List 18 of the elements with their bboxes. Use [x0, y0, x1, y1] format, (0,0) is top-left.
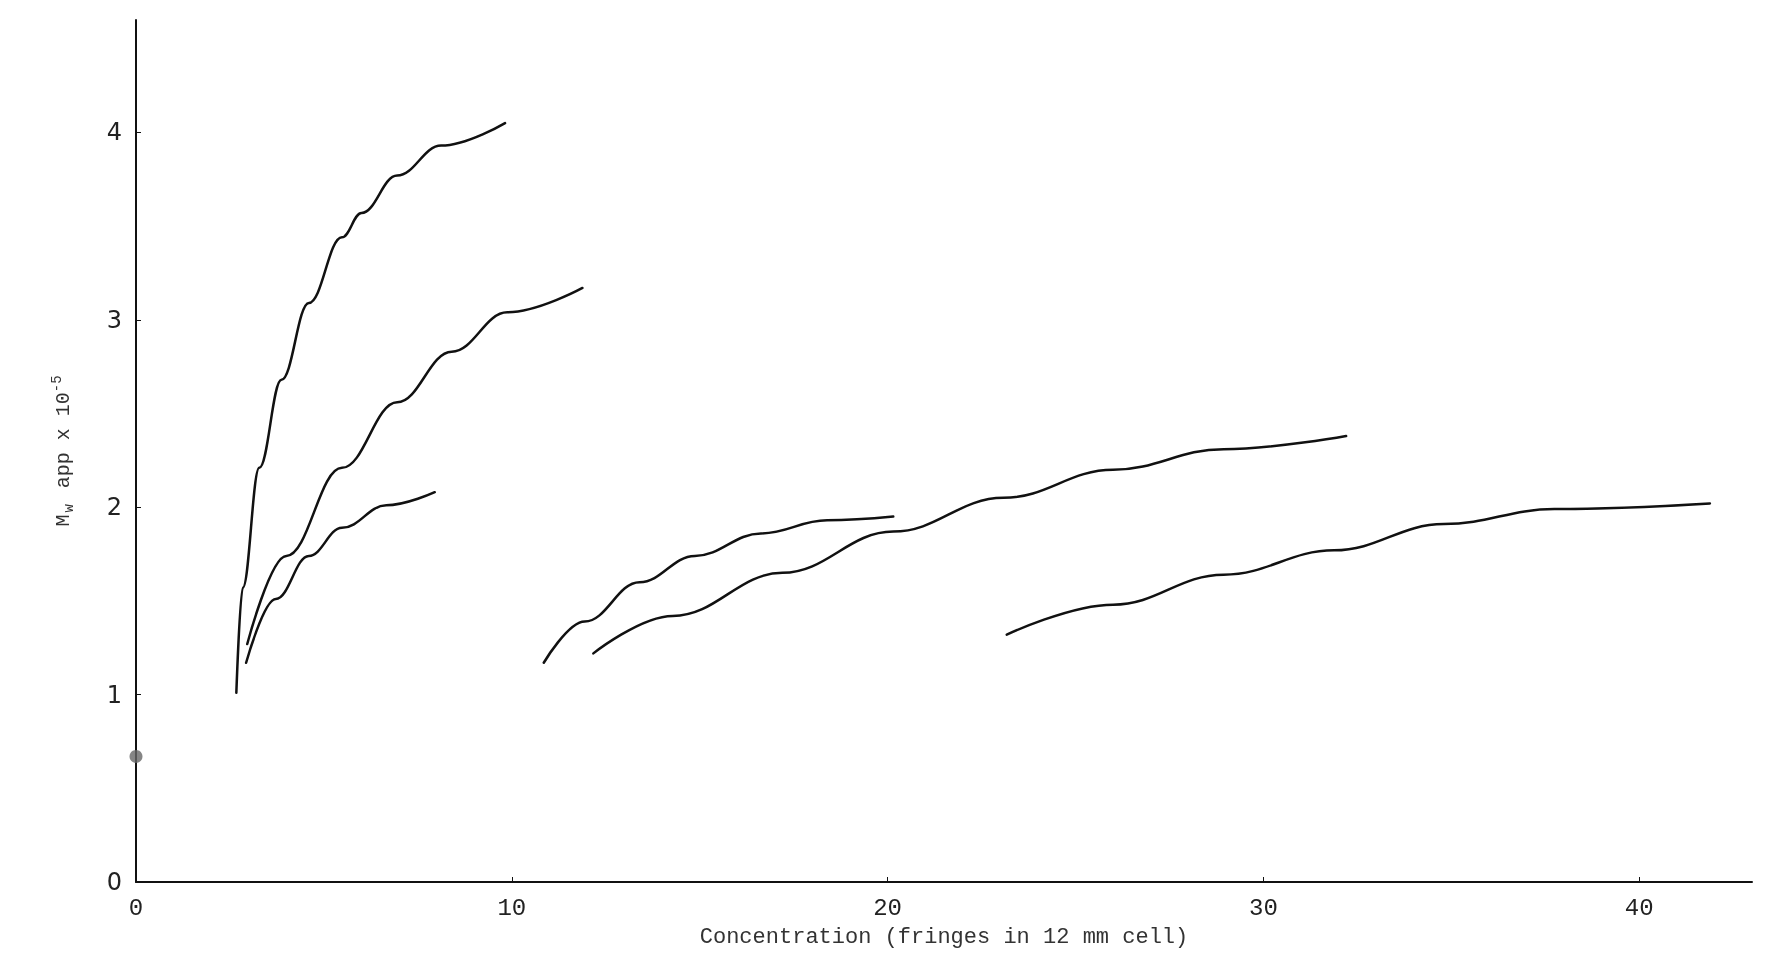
- x-tick-label: 40: [1624, 894, 1654, 922]
- x-axis-title: Concentration (fringes in 12 mm cell): [699, 924, 1189, 950]
- x-tick-label: 20: [873, 894, 903, 922]
- line-series: [1005, 502, 1712, 636]
- line-series: [245, 286, 584, 646]
- x-tick-label: 0: [128, 894, 144, 922]
- y-tick-label: 0: [106, 868, 122, 896]
- x-tick-label: 10: [497, 894, 527, 922]
- line-series: [592, 434, 1348, 655]
- line-series: [235, 121, 507, 694]
- y-axis-title: Mw app x 10-5: [49, 375, 77, 527]
- y-tick-label: 2: [106, 493, 122, 522]
- line-series: [244, 490, 437, 664]
- y-tick-label: 4: [106, 118, 122, 147]
- y-tick-label: 1: [106, 680, 122, 709]
- x-tick-label: 30: [1249, 894, 1278, 922]
- y-tick-label: 3: [106, 305, 122, 334]
- line-series: [542, 515, 895, 664]
